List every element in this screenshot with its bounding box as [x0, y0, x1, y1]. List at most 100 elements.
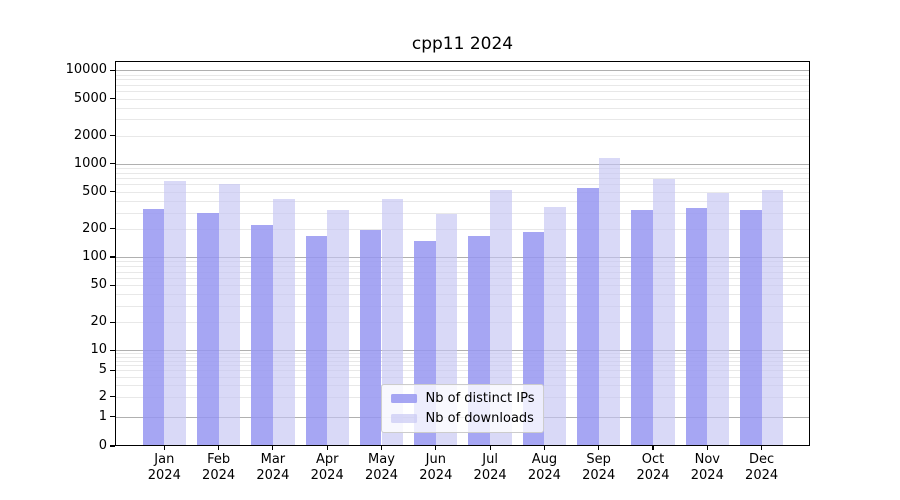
gridline-major-10 [116, 350, 809, 352]
x-tick-label-apr: Apr 2024 [310, 452, 344, 483]
gridline-minor-6 [116, 365, 809, 366]
gridline-minor-90 [116, 261, 809, 263]
x-tick-mar [272, 446, 274, 450]
chart-title: cpp11 2024 [411, 34, 514, 54]
y-tick-10 [110, 349, 115, 351]
y-tick-label-50: 50 [90, 277, 107, 293]
y-tick-label-10: 10 [90, 342, 107, 358]
gridline-minor-40 [116, 294, 809, 296]
y-tick-label-20: 20 [90, 314, 107, 330]
x-tick-jan [163, 446, 165, 450]
gridline-minor-70 [116, 271, 809, 273]
gridline-major-1000 [116, 163, 809, 165]
gridline-minor-6000 [116, 91, 809, 93]
y-tick-label-0: 0 [98, 438, 107, 453]
bar-downloads-feb [218, 183, 241, 446]
gridline-minor-80 [116, 266, 809, 267]
y-tick-10000 [110, 69, 115, 71]
y-tick-label-10000: 10000 [65, 62, 107, 78]
y-tick-label-5: 5 [98, 362, 107, 378]
bar-distinct-ips-apr [305, 235, 328, 446]
y-tick-label-1: 1 [98, 408, 107, 424]
x-tick-label-nov: Nov 2024 [690, 452, 724, 483]
y-tick-1000 [110, 163, 115, 165]
x-tick-jun [435, 446, 437, 450]
y-tick-label-2000: 2000 [73, 127, 107, 143]
gridline-major-100 [116, 257, 809, 258]
bar-downloads-apr [327, 210, 349, 446]
y-tick-label-1000: 1000 [73, 155, 107, 171]
gridline-minor-7000 [116, 84, 809, 86]
legend-label-downloads: Nb of downloads [425, 411, 534, 426]
y-tick-2000 [110, 135, 115, 137]
y-tick-20 [110, 321, 115, 323]
x-tick-apr [326, 446, 328, 450]
bar-distinct-ips-may [359, 229, 382, 446]
legend: Nb of distinct IPs Nb of downloads [380, 384, 545, 433]
gridline-minor-50 [116, 285, 809, 287]
x-tick-dec [761, 446, 763, 450]
y-tick-label-2: 2 [98, 388, 107, 404]
bar-downloads-mar [272, 199, 295, 446]
gridline-minor-9000 [116, 74, 809, 76]
bar-downloads-nov [707, 192, 729, 446]
legend-label-distinct-ips: Nb of distinct IPs [425, 391, 535, 406]
y-tick-5000 [110, 97, 115, 100]
x-tick-jul [489, 446, 491, 450]
bar-distinct-ips-jan [142, 208, 165, 446]
y-tick-2 [110, 396, 115, 398]
x-tick-label-aug: Aug 2024 [527, 452, 561, 483]
legend-entry-downloads: Nb of downloads [390, 411, 535, 426]
legend-entry-distinct-ips: Nb of distinct IPs [390, 391, 535, 406]
x-tick-aug [543, 446, 545, 450]
bar-downloads-dec [761, 189, 784, 446]
bar-distinct-ips-nov [685, 208, 708, 446]
x-tick-feb [218, 446, 220, 450]
gridline-minor-200 [116, 228, 809, 230]
x-tick-label-oct: Oct 2024 [636, 452, 670, 483]
gridline-minor-2000 [116, 135, 809, 137]
gridline-minor-400 [116, 200, 809, 202]
y-tick-500 [110, 191, 115, 193]
x-tick-label-may: May 2024 [364, 452, 399, 483]
gridline-minor-500 [116, 191, 809, 193]
gridline-minor-8000 [116, 79, 809, 81]
x-tick-label-sep: Sep 2024 [582, 452, 616, 483]
gridline-minor-800 [116, 172, 809, 174]
legend-swatch-downloads [390, 414, 417, 423]
gridline-minor-4000 [116, 107, 809, 109]
gridline-minor-8 [116, 356, 809, 358]
x-tick-label-jul: Jul 2024 [473, 452, 507, 483]
y-tick-label-500: 500 [82, 183, 107, 199]
x-tick-label-feb: Feb 2024 [202, 452, 236, 483]
bar-downloads-jul [490, 190, 512, 446]
gridline-minor-3000 [116, 119, 809, 121]
y-tick-label-5000: 5000 [73, 90, 107, 106]
gridline-minor-600 [116, 184, 809, 186]
bar-distinct-ips-dec [739, 210, 762, 446]
x-tick-label-jan: Jan 2024 [147, 452, 181, 483]
x-tick-nov [706, 446, 708, 450]
gridline-minor-5 [116, 370, 809, 372]
bar-downloads-aug [544, 207, 567, 446]
gridline-minor-900 [116, 168, 809, 169]
y-tick-label-100: 100 [82, 249, 107, 264]
y-tick-1 [110, 416, 115, 418]
y-tick-50 [110, 284, 115, 286]
gridline-minor-5000 [116, 98, 809, 100]
legend-swatch-distinct-ips [390, 394, 417, 403]
y-tick-200 [110, 228, 115, 230]
bar-downloads-oct [653, 179, 675, 446]
gridline-minor-4 [116, 376, 809, 378]
bar-downloads-jan [164, 181, 186, 446]
gridline-minor-20 [116, 322, 809, 324]
gridline-minor-300 [116, 212, 809, 214]
y-tick-100 [110, 256, 115, 258]
bar-distinct-ips-feb [196, 213, 219, 446]
bar-distinct-ips-mar [251, 225, 273, 446]
gridline-minor-9 [116, 353, 809, 355]
bar-downloads-sep [598, 157, 621, 446]
gridline-minor-30 [116, 305, 809, 307]
y-tick-0 [110, 445, 115, 447]
